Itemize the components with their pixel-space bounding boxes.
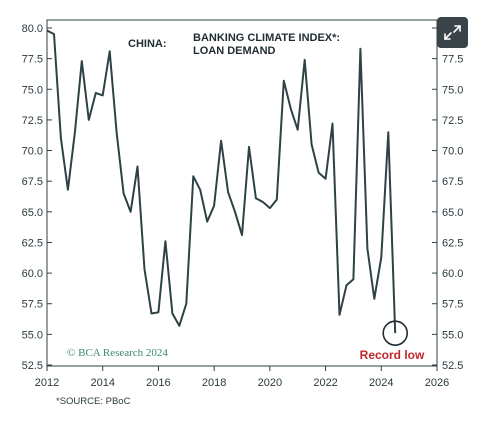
x-tick-label: 2026 [425,377,449,389]
chart-title-region: CHINA: [128,38,167,50]
series-line-loan-demand [46,29,397,334]
source-note: *SOURCE: PBoC [56,396,131,407]
y-tick-label-left: 70.0 [22,146,43,158]
expand-button[interactable] [437,17,468,48]
y-tick-label-right: 75.0 [442,84,463,96]
y-tick-label-left: 55.0 [22,329,43,341]
y-tick-label-right: 62.5 [442,237,463,249]
y-tick-label-left: 75.0 [22,84,43,96]
x-tick-label: 2022 [313,377,337,389]
y-tick-label-right: 55.0 [442,329,463,341]
y-tick-label-left: 77.5 [22,54,43,66]
y-tick-label-left: 60.0 [22,268,43,280]
y-axis-left: 52.5 55.0 57.5 60.0 62.5 65.0 67.5 70.0 72.5 75.0… [22,23,52,372]
chart-subtitle: LOAN DEMAND [193,45,276,57]
plot-frame [46,19,438,367]
chart-title: BANKING CLIMATE INDEX*: [193,32,340,44]
y-tick-label-right: 70.0 [442,146,463,158]
x-tick-label: 2014 [90,377,114,389]
record-low-marker [382,320,409,346]
y-tick-label-right: 77.5 [442,54,463,66]
y-tick-label-left: 57.5 [22,299,43,311]
y-tick-label-left: 80.0 [22,23,43,35]
y-tick-label-right: 57.5 [442,299,463,311]
x-tick-label: 2012 [35,377,59,389]
y-tick-label-right: 52.5 [442,360,463,372]
y-tick-label-left: 72.5 [22,115,43,127]
x-tick-label: 2020 [258,377,282,389]
y-tick-label-left: 62.5 [22,237,43,249]
x-axis: 2012 2014 2016 2018 2020 2022 2024 2026 [35,366,449,389]
y-tick-label-left: 67.5 [22,176,43,188]
x-tick-label: 2018 [202,377,226,389]
y-tick-label-left: 52.5 [22,360,43,372]
x-tick-label: 2024 [369,377,393,389]
y-tick-label-right: 65.0 [442,207,463,219]
watermark: © BCA Research 2024 [67,347,168,359]
y-tick-label-right: 72.5 [442,115,463,127]
y-tick-label-left: 65.0 [22,207,43,219]
record-low-label: Record low [360,348,425,362]
expand-arrows-icon [444,25,461,40]
y-tick-label-right: 60.0 [442,268,463,280]
y-tick-label-right: 67.5 [442,176,463,188]
x-tick-label: 2016 [146,377,170,389]
